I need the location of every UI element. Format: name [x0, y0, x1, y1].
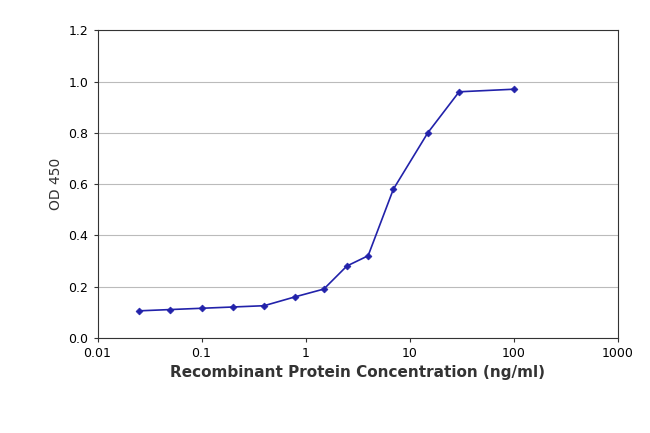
X-axis label: Recombinant Protein Concentration (ng/ml): Recombinant Protein Concentration (ng/ml… [170, 365, 545, 380]
Y-axis label: OD 450: OD 450 [49, 158, 63, 210]
